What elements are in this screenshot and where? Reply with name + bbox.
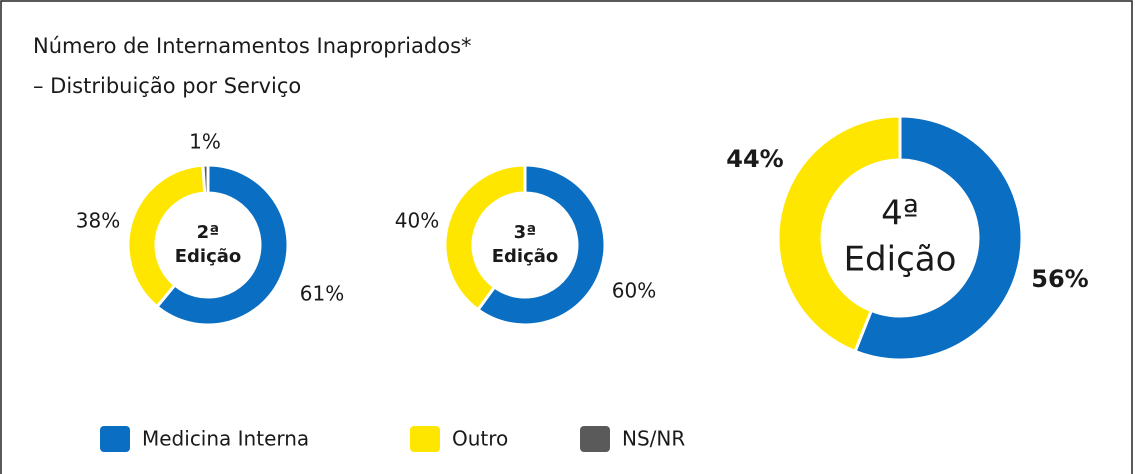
subtitle: – Distribuição por Serviço: [33, 74, 301, 98]
donut-segment: [443, 163, 527, 312]
donut-segment: [853, 114, 1024, 362]
donut-segment: [201, 163, 210, 195]
donut-segment: [154, 163, 290, 327]
center-label: Edição: [492, 246, 559, 267]
donut-segment: [126, 163, 207, 309]
value-label: 40%: [395, 209, 439, 233]
legend-swatch: [580, 426, 610, 452]
title: Número de Internamentos Inapropriados*: [33, 34, 472, 58]
legend-swatch: [100, 426, 130, 452]
legend-label: Medicina Interna: [142, 427, 309, 451]
center-label: Edição: [175, 246, 242, 267]
value-label: 44%: [726, 145, 783, 173]
legend-swatch: [410, 426, 440, 452]
legend-label: Outro: [452, 427, 508, 451]
donut-segment: [776, 114, 902, 354]
center-label: 3ª: [514, 222, 537, 243]
value-label: 1%: [189, 130, 221, 154]
donut-segment: [475, 163, 607, 327]
center-label: 2ª: [197, 222, 220, 243]
value-label: 60%: [612, 279, 656, 303]
value-label: 61%: [300, 282, 344, 306]
legend-label: NS/NR: [622, 427, 685, 451]
value-label: 38%: [76, 209, 120, 233]
center-label: 4ª: [881, 194, 919, 234]
center-label: Edição: [844, 239, 957, 279]
value-label: 56%: [1031, 265, 1088, 293]
